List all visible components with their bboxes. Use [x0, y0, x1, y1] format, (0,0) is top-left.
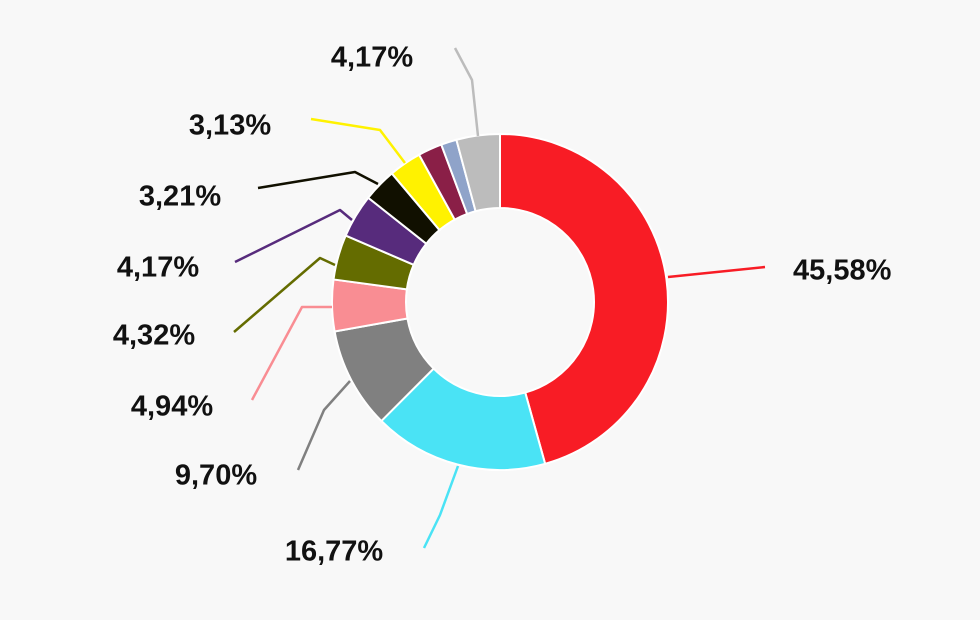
data-label-2: 16,77%: [285, 536, 384, 568]
data-label-1: 45,58%: [793, 255, 892, 287]
slices-layer: [331, 132, 669, 471]
data-label-11: 4,17%: [331, 42, 413, 74]
leader-line-7: [257, 170, 379, 190]
labels-layer: 45,58% 16,77% 9,70% 4,94% 4,32% 4,17% 3,21% 3,1…: [113, 42, 892, 568]
leader-line-3: [296, 380, 351, 471]
data-label-7: 3,21%: [139, 181, 221, 213]
leader-lines-layer: [233, 47, 766, 549]
donut-slice-11: [455, 132, 501, 213]
leader-line-2: [422, 465, 460, 549]
donut-slice-1: [499, 132, 669, 466]
data-label-5: 4,32%: [113, 320, 195, 352]
data-label-6: 4,17%: [117, 252, 199, 284]
data-label-8: 3,13%: [189, 110, 271, 142]
leader-line-5: [233, 256, 336, 333]
leader-line-8: [310, 117, 406, 164]
leader-line-11: [453, 47, 480, 137]
data-label-4: 4,94%: [131, 391, 213, 423]
leader-line-4: [250, 305, 332, 401]
leader-line-6: [234, 208, 353, 264]
data-label-3: 9,70%: [175, 460, 257, 492]
leader-line-1: [667, 265, 766, 279]
